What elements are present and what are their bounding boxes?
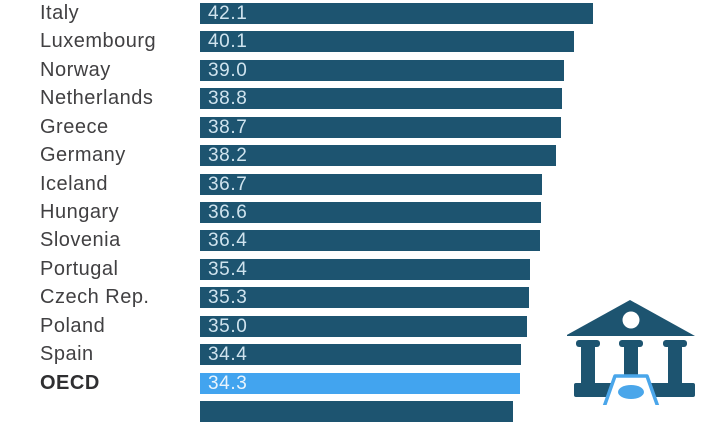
bar-value-label: 36.4 — [208, 230, 248, 252]
bar: 36.7 — [200, 173, 543, 195]
bar: 36.4 — [200, 230, 540, 252]
category-label: Czech Rep. — [40, 286, 150, 309]
bar: 39.0 — [200, 59, 564, 81]
bar: 38.8 — [200, 88, 562, 110]
bar-value-label: 34.3 — [208, 372, 248, 394]
bar: 40.1 — [200, 31, 575, 53]
bar-row: OECD 34.3 — [0, 371, 720, 394]
bar-row: Spain 34.4 — [0, 343, 720, 366]
bar: 42.1 — [200, 3, 593, 24]
category-label: Italy — [40, 2, 80, 24]
bar-value-label: 38.8 — [208, 88, 248, 110]
bar-row: Iceland 36.7 — [0, 172, 720, 195]
bar: 35.3 — [200, 287, 530, 309]
bar-value-label: 42.1 — [208, 3, 248, 24]
bar-value-label: 38.2 — [208, 145, 248, 167]
bar: 35.0 — [200, 315, 527, 337]
bar: 34.4 — [200, 344, 521, 366]
bar-value-label: 34.4 — [208, 344, 248, 366]
bar-value-label: 35.3 — [208, 287, 248, 309]
category-label: Portugal — [40, 257, 119, 280]
bar-row: Netherlands 38.8 — [0, 87, 720, 110]
bar-value-label: 39.0 — [208, 59, 248, 81]
category-label: Poland — [40, 314, 106, 337]
bar-value-label: 38.7 — [208, 116, 248, 138]
category-label: Netherlands — [40, 87, 154, 110]
bar-row: Luxembourg 40.1 — [0, 30, 720, 53]
bar-row: Italy 42.1 — [0, 2, 720, 24]
category-label: Hungary — [40, 201, 120, 223]
bar-row: Greece 38.7 — [0, 115, 720, 138]
bar-row: Portugal 35.4 — [0, 257, 720, 280]
category-label: Germany — [40, 144, 126, 167]
bar: 38.2 — [200, 145, 557, 167]
bar-row: Slovenia 36.4 — [0, 229, 720, 252]
bar: 34.3 — [200, 372, 521, 394]
bank-icon — [567, 300, 695, 405]
bar-row: Norway 39.0 — [0, 58, 720, 81]
bar-value-label: 35.4 — [208, 258, 248, 280]
bar-row: Czech Rep. 35.3 — [0, 286, 720, 309]
bar: 36.6 — [200, 202, 542, 223]
bank-building-icon — [567, 300, 695, 397]
bar — [200, 401, 513, 422]
category-label: Slovenia — [40, 229, 121, 252]
banknote-icon — [602, 374, 660, 405]
category-label: Spain — [40, 343, 94, 366]
bar-row: Hungary 36.6 — [0, 201, 720, 223]
bar: 35.4 — [200, 258, 531, 280]
bar-row: Poland 35.0 — [0, 314, 720, 337]
bar: 38.7 — [200, 116, 562, 138]
bar-value-label: 36.7 — [208, 173, 248, 195]
category-label: OECD — [40, 371, 100, 394]
category-label: Luxembourg — [40, 30, 157, 53]
category-label: Greece — [40, 115, 109, 138]
category-label: Norway — [40, 58, 111, 81]
bar-value-label: 40.1 — [208, 31, 248, 53]
category-label: Iceland — [40, 172, 108, 195]
bar-value-label: 35.0 — [208, 315, 248, 337]
bar-value-label: 36.6 — [208, 202, 248, 223]
bar-row: Germany 38.2 — [0, 144, 720, 167]
pediment-circle — [622, 311, 640, 329]
